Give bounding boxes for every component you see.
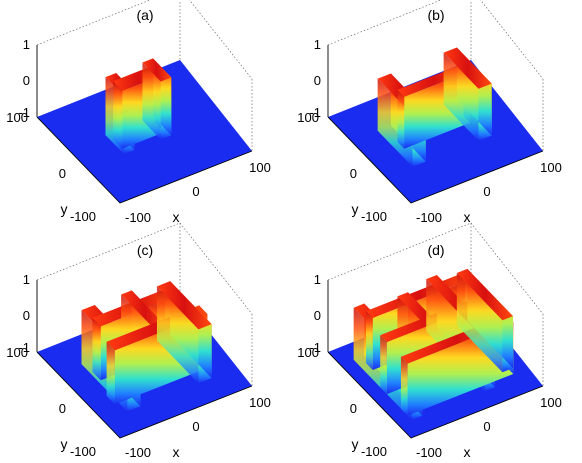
plateau-top — [443, 47, 492, 89]
y-tick-label: 100 — [6, 110, 28, 125]
y-tick-label: -100 — [70, 444, 96, 459]
axes-box-front — [327, 116, 544, 204]
z-tick-label: 1 — [23, 272, 30, 287]
plateau-wall — [443, 52, 479, 141]
plateau — [156, 281, 212, 384]
y-tick-label: -100 — [361, 444, 387, 459]
z-tick-label: 0 — [314, 73, 321, 88]
y-tick-label: 0 — [59, 401, 66, 416]
axes-box-front — [36, 116, 253, 204]
axes-box-front — [327, 351, 544, 439]
y-tick-label: -100 — [70, 209, 96, 224]
x-axis-label: x — [173, 209, 180, 225]
y-tick-label: 100 — [297, 345, 319, 360]
panel-caption: (d) — [427, 242, 444, 258]
y-axis-label: y — [61, 436, 68, 452]
z-tick-label: -1 — [18, 105, 30, 120]
plateau-wall — [380, 335, 387, 395]
plateau-wall — [156, 286, 199, 384]
plateau-wall — [397, 89, 405, 149]
plateau-top — [156, 281, 212, 330]
plateau-wall — [142, 62, 161, 140]
z-tick-label: 0 — [314, 308, 321, 323]
y-tick-label: -100 — [361, 209, 387, 224]
y-axis-label: y — [352, 201, 359, 217]
y-tick-label: 0 — [350, 401, 357, 416]
z-tick-label: 1 — [23, 37, 30, 52]
z-tick-label: -1 — [18, 340, 30, 355]
plateau — [443, 47, 492, 141]
x-tick-label: 0 — [192, 419, 199, 434]
axes-box-back — [36, 222, 253, 386]
x-tick-label: 100 — [249, 160, 271, 175]
z-tick-label: -1 — [309, 340, 321, 355]
axes-box-back — [36, 0, 253, 151]
panel-caption: (b) — [427, 7, 444, 23]
x-axis-label: x — [464, 209, 471, 225]
plateau — [456, 268, 514, 373]
x-tick-label: 100 — [249, 395, 271, 410]
panel-caption: (a) — [136, 7, 153, 23]
x-tick-label: 100 — [540, 160, 562, 175]
x-axis-label: x — [464, 444, 471, 460]
y-tick-label: 100 — [297, 110, 319, 125]
x-tick-label: -100 — [125, 445, 151, 460]
x-tick-label: 0 — [192, 184, 199, 199]
z-tick-label: 0 — [23, 308, 30, 323]
z-tick-label: 1 — [314, 37, 321, 52]
x-tick-label: -100 — [416, 210, 442, 225]
plateau-wall — [366, 311, 373, 370]
y-tick-label: 0 — [59, 166, 66, 181]
y-tick-label: 0 — [350, 166, 357, 181]
plateau-top — [366, 272, 472, 318]
y-tick-label: 100 — [6, 345, 28, 360]
z-tick-label: 1 — [314, 272, 321, 287]
panel-caption: (c) — [137, 242, 153, 258]
plateau-wall — [456, 273, 503, 373]
x-tick-label: 0 — [483, 184, 490, 199]
plateau-wall — [113, 81, 123, 149]
z-tick-label: 0 — [23, 73, 30, 88]
plateau-top — [456, 268, 514, 321]
plateau-wall — [92, 317, 101, 381]
plateau-top — [142, 58, 172, 82]
axes-box-front — [36, 351, 253, 439]
z-tick-label: -1 — [309, 105, 321, 120]
x-tick-label: -100 — [125, 210, 151, 225]
x-tick-label: 0 — [483, 419, 490, 434]
y-axis-label: y — [61, 201, 68, 217]
axes-box-back — [327, 0, 544, 151]
y-axis-label: y — [352, 436, 359, 452]
x-axis-label: x — [173, 444, 180, 460]
plateau-wall — [400, 356, 408, 416]
x-tick-label: -100 — [416, 445, 442, 460]
plateau — [142, 58, 172, 140]
x-tick-label: 100 — [540, 395, 562, 410]
plateau-wall — [106, 341, 115, 405]
